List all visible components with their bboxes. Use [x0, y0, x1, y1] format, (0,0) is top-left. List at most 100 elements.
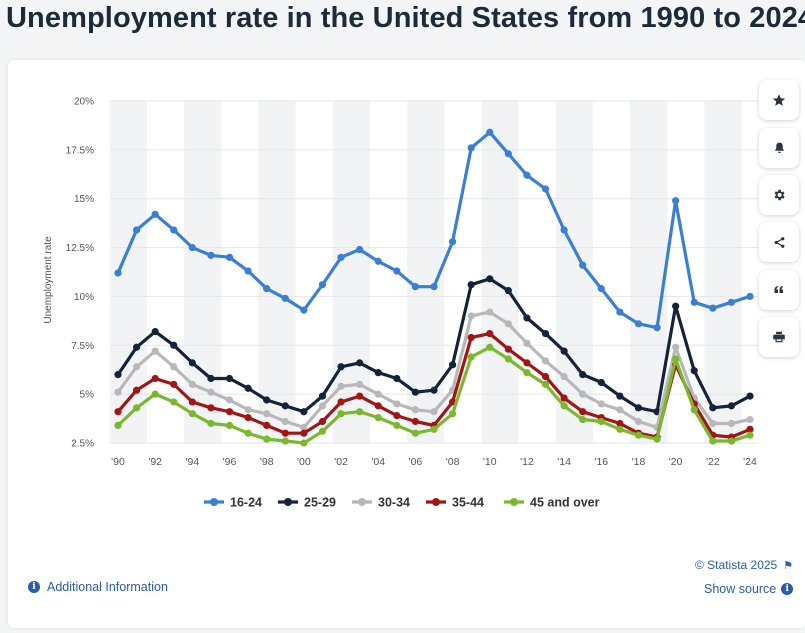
data-point [504, 345, 512, 353]
additional-info-label: Additional Information [47, 580, 168, 594]
x-tick-label: '16 [594, 456, 608, 468]
data-point [356, 245, 364, 254]
data-point [560, 402, 568, 410]
data-point [709, 419, 717, 428]
y-tick-label: 5% [80, 390, 95, 401]
data-point [467, 281, 475, 289]
bell-icon [774, 142, 784, 154]
data-point [727, 298, 736, 306]
grid-band [258, 101, 296, 443]
data-point [300, 429, 308, 437]
y-tick-label: 7.5% [71, 341, 94, 352]
data-point [616, 419, 624, 428]
data-point [188, 243, 196, 252]
data-point [541, 357, 550, 365]
data-point [560, 372, 568, 381]
data-point [579, 371, 587, 379]
data-point [114, 408, 122, 416]
data-point [170, 363, 178, 371]
data-point [281, 402, 289, 410]
data-point [541, 380, 550, 388]
data-point [225, 421, 234, 430]
data-point [467, 353, 475, 361]
data-point [504, 286, 512, 295]
x-tick-label: '02 [334, 456, 348, 468]
print-icon [773, 331, 785, 343]
data-point [132, 363, 141, 371]
settings-button[interactable] [759, 175, 799, 215]
legend-marker [432, 498, 440, 506]
data-point [393, 374, 401, 383]
data-point [448, 238, 457, 246]
data-point [597, 400, 605, 408]
data-point [411, 406, 420, 414]
x-tick-label: '90 [111, 456, 125, 468]
x-tick-label: '14 [557, 456, 571, 468]
data-point [560, 347, 568, 355]
cite-button[interactable] [759, 270, 799, 310]
data-point [634, 404, 643, 412]
data-point [690, 406, 698, 414]
data-point [114, 388, 122, 396]
data-point [597, 378, 605, 387]
data-point [263, 285, 271, 293]
data-point [244, 406, 252, 414]
additional-info-link[interactable]: i Additional Information [28, 580, 168, 594]
copyright: © Statista 2025 ⚑ [695, 558, 793, 572]
y-tick-label: 17.5% [66, 145, 94, 156]
data-point [523, 171, 531, 179]
legend-label: 16-24 [230, 496, 262, 510]
notify-button[interactable] [759, 128, 799, 168]
data-point [448, 361, 457, 369]
chart-card: 2.5% 5% 7.5% 10% 12.5% 15% 17.5% 20% Unemploymen… [8, 60, 805, 628]
data-point [597, 417, 605, 426]
data-point [523, 369, 531, 377]
data-point [504, 150, 512, 158]
data-point [672, 343, 680, 351]
data-point [337, 253, 345, 261]
data-point [225, 408, 234, 416]
data-point [448, 410, 457, 418]
favorite-button[interactable] [759, 80, 799, 120]
data-point [746, 292, 754, 301]
data-point [616, 308, 624, 316]
data-point [560, 394, 568, 402]
x-tick-label: '04 [371, 456, 385, 468]
data-point [132, 343, 141, 351]
y-tick-label: 10% [74, 292, 94, 303]
data-point [393, 421, 401, 430]
data-point [504, 320, 512, 328]
data-point [318, 417, 327, 426]
legend-marker [510, 498, 518, 506]
x-tick-label: '24 [743, 456, 757, 468]
legend-marker [358, 498, 366, 506]
page-title: Unemployment rate in the United States f… [6, 2, 805, 34]
y-tick-label: 20% [74, 97, 94, 108]
data-point [337, 410, 345, 418]
data-point [114, 269, 122, 277]
legend-label: 30-34 [378, 496, 410, 510]
data-point [746, 415, 754, 424]
data-point [393, 267, 401, 275]
data-point [114, 421, 122, 430]
data-point [207, 404, 215, 412]
data-point [467, 312, 475, 320]
data-point [523, 359, 531, 367]
data-point [151, 210, 159, 218]
data-point [672, 355, 680, 363]
data-point [467, 144, 475, 152]
y-tick-label: 15% [74, 194, 94, 205]
x-tick-label: '22 [706, 456, 720, 468]
data-point [207, 374, 215, 383]
legend-label: 25-29 [304, 496, 336, 510]
data-point [616, 425, 624, 433]
share-button[interactable] [759, 222, 799, 262]
data-point [281, 417, 289, 426]
show-source-link[interactable]: Show source i [704, 582, 794, 596]
x-tick-label: '12 [520, 456, 534, 468]
print-button[interactable] [759, 317, 799, 357]
data-point [504, 355, 512, 363]
data-point [263, 421, 271, 430]
data-point [430, 408, 438, 416]
quote-icon [774, 286, 783, 293]
